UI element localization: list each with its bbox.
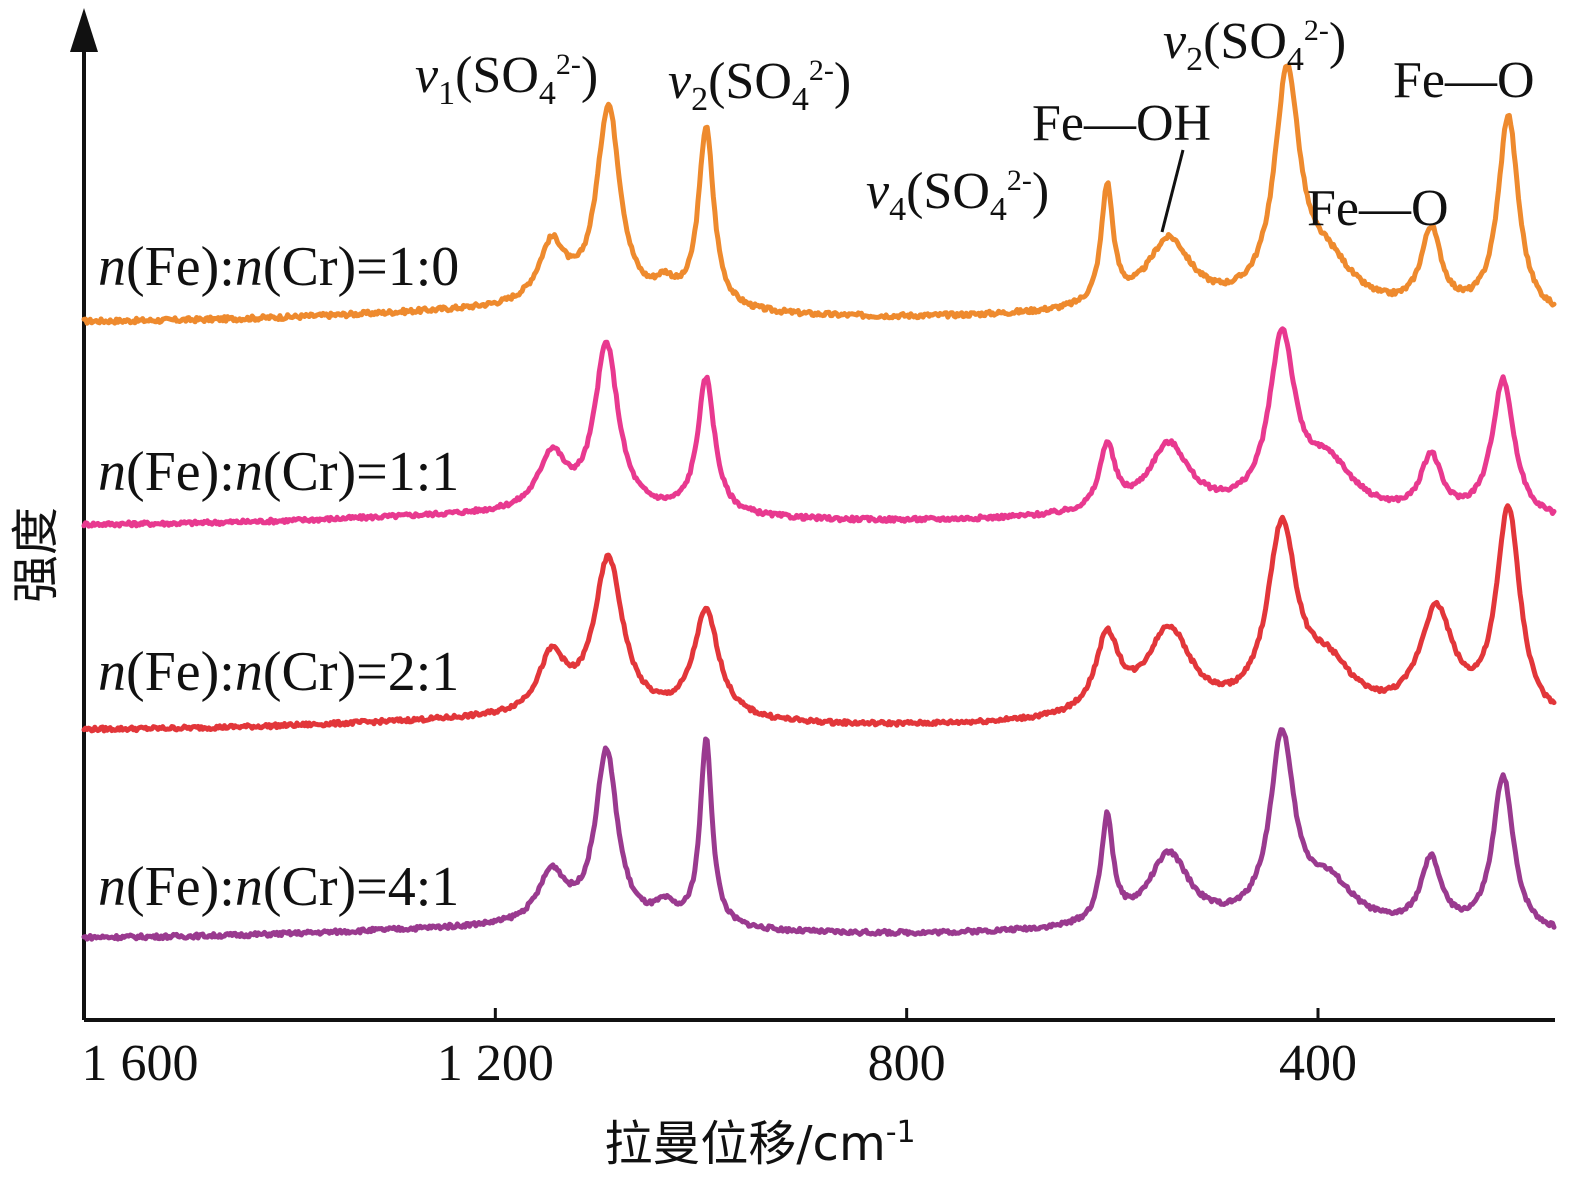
- x-axis-title-text: 拉曼位移/cm: [604, 1116, 885, 1172]
- series-line-1: [81, 63, 1557, 326]
- x-tick-label: 1 200: [437, 1035, 554, 1092]
- x-tick-label: 400: [1279, 1035, 1357, 1092]
- y-axis-arrow: [70, 8, 98, 52]
- peak-label-2: v2(SO42-): [668, 53, 851, 118]
- x-axis-title-superscript: -1: [886, 1115, 916, 1150]
- x-tick-label: 1 600: [82, 1035, 199, 1092]
- series-label-2: n(Fe):n(Cr)=1:1: [98, 441, 459, 503]
- peak-label-3: v4(SO42-): [866, 163, 1049, 228]
- peak-label-1: v1(SO42-): [415, 47, 598, 112]
- series-group: [81, 63, 1557, 942]
- peak-label-4: Fe—OH: [1032, 95, 1211, 152]
- series-label-3: n(Fe):n(Cr)=2:1: [98, 641, 459, 703]
- series-labels: n(Fe):n(Cr)=1:0 n(Fe):n(Cr)=1:1 n(Fe):n(Cr…: [98, 236, 459, 918]
- x-tick-label: 800: [868, 1035, 946, 1092]
- series-line-4: [81, 727, 1557, 942]
- x-axis-title: 拉曼位移/cm-1: [604, 1115, 915, 1172]
- peak-label-7: Fe—O: [1393, 52, 1535, 109]
- x-ticks: 1 600 1 200 800 400: [82, 1008, 1357, 1092]
- fe-oh-leader-line: [1160, 149, 1185, 233]
- series-line-2: [81, 326, 1557, 529]
- series-label-4: n(Fe):n(Cr)=4:1: [98, 856, 459, 918]
- series-label-1: n(Fe):n(Cr)=1:0: [98, 236, 459, 298]
- peak-label-5: v2(SO42-): [1163, 13, 1346, 78]
- peak-labels: v1(SO42-) v2(SO42-)v4(SO42-)Fe—OHv2(SO42-…: [415, 13, 1535, 237]
- y-axis-title: 强度: [8, 507, 64, 603]
- peak-label-6: Fe—O: [1307, 180, 1449, 237]
- series-line-3: [81, 503, 1557, 734]
